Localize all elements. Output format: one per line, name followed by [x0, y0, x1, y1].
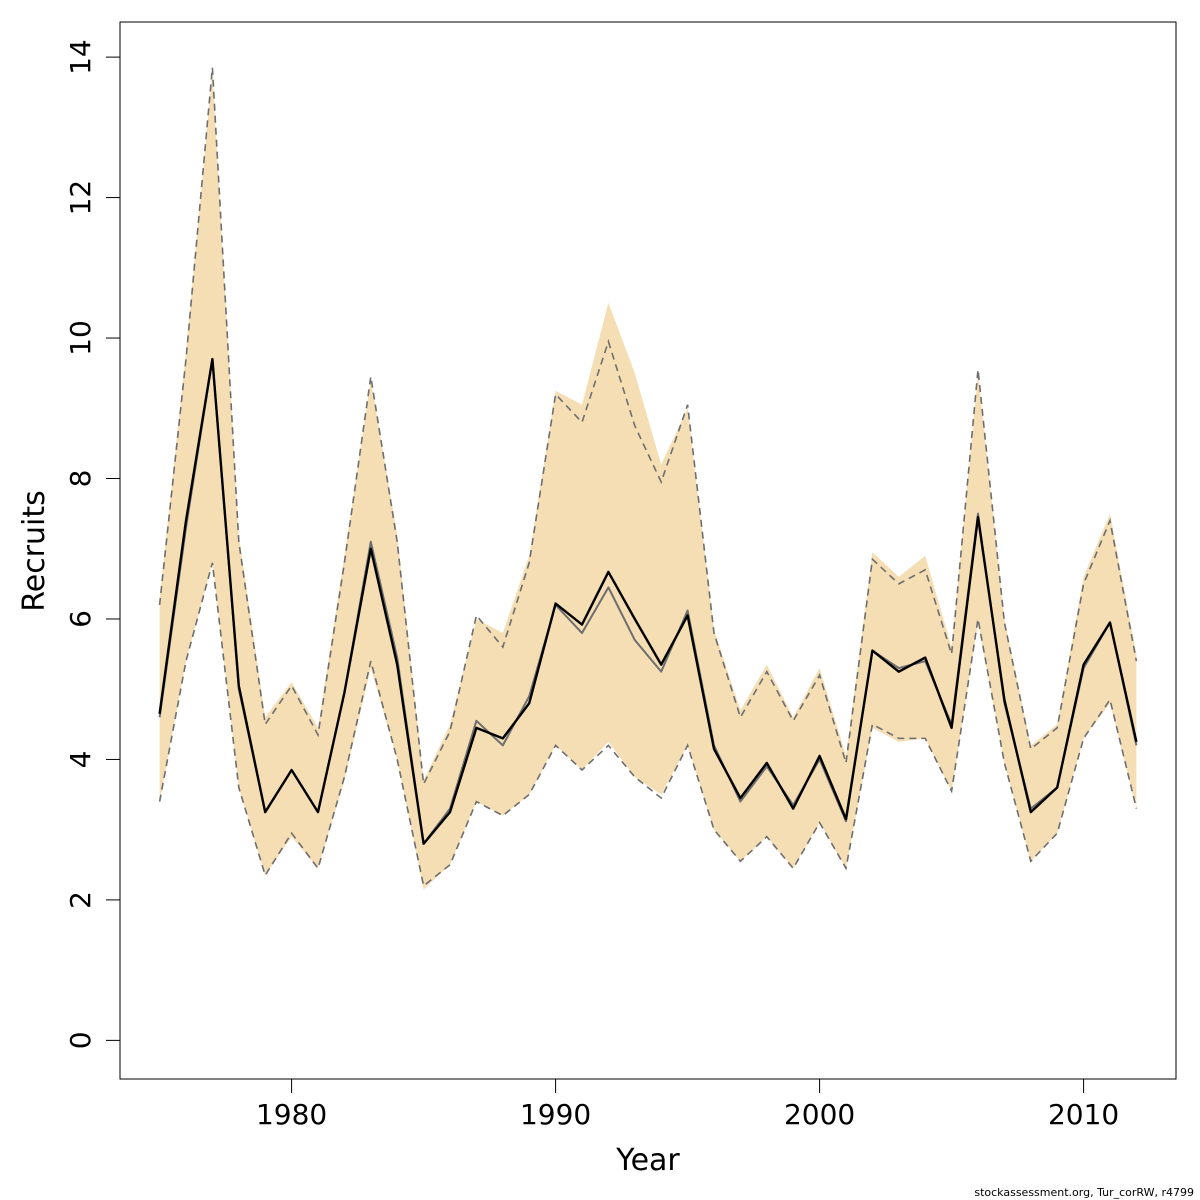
y-tick-label: 12: [64, 180, 97, 216]
x-axis: 1980 1990 2000 2010: [256, 1078, 1119, 1131]
series-lines-layer: [158, 357, 1138, 845]
interval-lines-layer: [158, 67, 1138, 888]
y-axis: 0 2 4 6 8 10 12 14: [64, 39, 121, 1049]
x-axis-title: Year: [615, 1143, 680, 1178]
y-tick-label: 0: [64, 1031, 97, 1049]
estimate-line: [158, 357, 1138, 845]
y-tick-label: 8: [64, 470, 97, 488]
confidence-band: [159, 71, 1137, 890]
x-tick-label: 1990: [520, 1098, 591, 1131]
y-tick-label: 6: [64, 610, 97, 628]
x-tick-label: 2010: [1048, 1098, 1119, 1131]
x-tick-label: 2000: [784, 1098, 855, 1131]
interval-line-lower: [158, 562, 1138, 888]
y-axis-title: Recruits: [17, 490, 52, 612]
y-tick-label: 4: [64, 751, 97, 769]
y-tick-label: 2: [64, 891, 97, 909]
footer-credit: stockassessment.org, Tur_corRW, r4799: [974, 1186, 1194, 1199]
confidence-band-layer: [159, 71, 1137, 890]
y-tick-label: 14: [64, 39, 97, 75]
x-tick-label: 1980: [256, 1098, 327, 1131]
y-tick-label: 10: [64, 320, 97, 356]
